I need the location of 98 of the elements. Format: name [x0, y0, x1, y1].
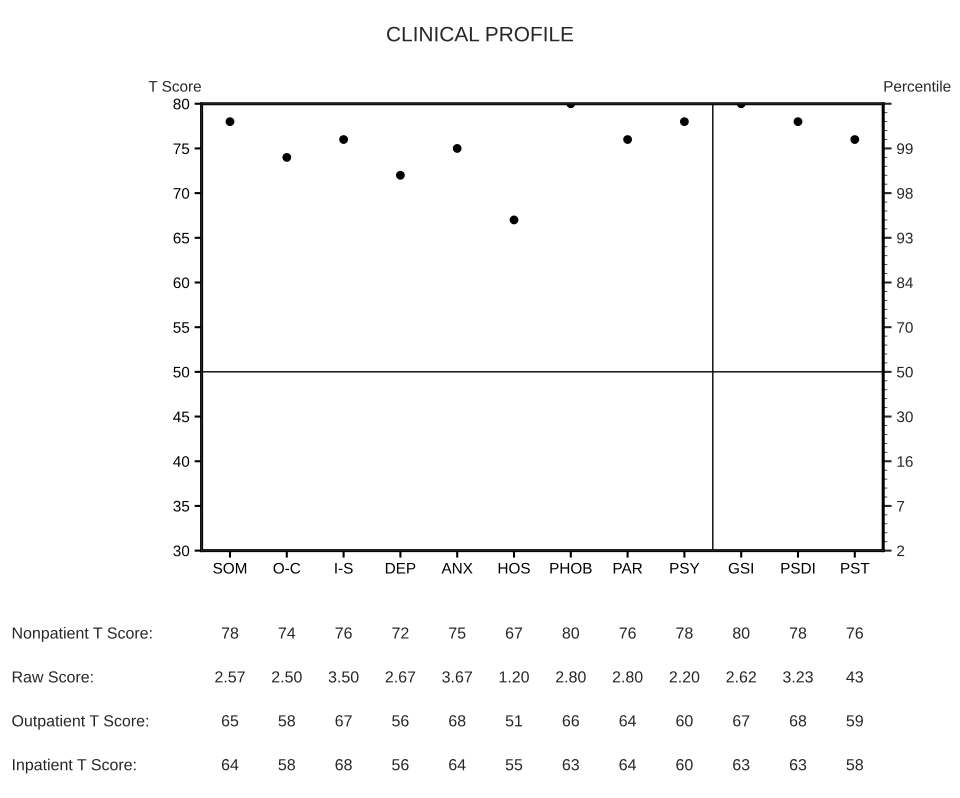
text: 64: [620, 759, 636, 770]
text: 2.67: [386, 671, 416, 683]
text: 63: [733, 759, 750, 770]
text: 2.50: [272, 671, 302, 683]
x-tick-label: GSI: [728, 562, 753, 574]
text: 63: [562, 759, 579, 770]
text: 60: [676, 759, 693, 770]
x-tick-label: PSDI: [781, 562, 814, 574]
data-label: 78: [676, 627, 693, 639]
text: 7: [897, 500, 904, 512]
text: 43: [846, 671, 863, 683]
data-label: 76: [846, 627, 863, 639]
text: 67: [336, 715, 352, 726]
y-tick-label: 65: [174, 232, 190, 244]
text: 58: [278, 759, 295, 770]
text: 1.20: [500, 671, 529, 683]
text: 56: [392, 715, 409, 726]
x-tick-label: PAR: [614, 562, 642, 574]
text: 68: [336, 759, 352, 770]
text: 98: [897, 188, 913, 199]
text: 2.62: [726, 671, 756, 683]
data-label: 67: [506, 627, 522, 639]
data-label: 80: [733, 627, 750, 639]
text: Inpatient T Score:: [12, 758, 136, 774]
y-tick-label: 75: [174, 143, 190, 154]
y-tick-label: 40: [173, 456, 190, 467]
text: 3.67: [442, 671, 472, 683]
x-tick-label: O-C: [274, 562, 300, 574]
point: [282, 152, 292, 162]
x-tick-label: I-S: [335, 562, 353, 574]
chart-title: CLINICAL PROFILE: [387, 26, 574, 42]
text: 16: [898, 456, 913, 467]
point: [510, 216, 518, 224]
data-label: 80: [562, 627, 580, 639]
x-tick-label: DEP: [386, 562, 416, 574]
text: 68: [790, 715, 806, 726]
point: [794, 117, 802, 126]
y-tick-label: 55: [173, 322, 190, 333]
y-axis-title: T Score: [148, 80, 201, 92]
x-tick-label: HOS: [498, 562, 530, 574]
text: 58: [846, 759, 863, 770]
text: 50: [897, 366, 913, 378]
point: [339, 135, 348, 144]
y-tick-label: 45: [173, 412, 190, 422]
y-tick-label: 30: [173, 545, 190, 556]
data-label: 72: [392, 627, 408, 639]
text: 67: [733, 715, 750, 726]
data-label: 76: [336, 627, 352, 639]
text: 58: [278, 715, 295, 726]
text: 60: [676, 715, 693, 726]
text: 2.57: [215, 671, 245, 683]
text: 68: [449, 715, 466, 726]
text: 70: [897, 322, 913, 333]
text: 56: [392, 759, 409, 770]
x-tick-label: PST: [841, 562, 870, 574]
text: 3.23: [783, 671, 813, 683]
y-tick-label: 50: [173, 366, 190, 378]
y-tick-label: 80: [173, 98, 190, 110]
text: 64: [449, 759, 466, 770]
text: 64: [222, 759, 238, 770]
point: [396, 170, 405, 180]
text: 51: [506, 715, 522, 726]
text: 93: [897, 232, 913, 244]
data-label: 78: [222, 627, 238, 639]
text: 2: [897, 545, 904, 556]
point: [226, 117, 234, 126]
y-tick-label: 70: [174, 188, 190, 199]
data-label: 74: [278, 628, 296, 639]
data-label: 75: [449, 628, 466, 639]
text: 65: [222, 715, 238, 726]
y-tick-label: 60: [174, 277, 190, 288]
y2-axis-title: Percentile: [884, 80, 950, 92]
data-label: 78: [790, 627, 806, 639]
text: 2.80: [556, 671, 586, 683]
text: 2.20: [670, 671, 700, 683]
point: [452, 144, 462, 153]
text: 59: [846, 715, 863, 726]
text: 84: [897, 277, 913, 288]
point: [680, 117, 689, 126]
text: 2.80: [612, 671, 643, 683]
y-tick-label: 35: [173, 500, 190, 512]
text: Nonpatient T Score:: [12, 626, 152, 642]
x-tick-label: PSY: [670, 562, 700, 574]
text: 64: [620, 715, 636, 726]
x-tick-label: PHOB: [550, 562, 592, 574]
text: Outpatient T Score:: [12, 714, 148, 730]
point: [850, 135, 860, 144]
x-tick-label: ANX: [442, 562, 473, 574]
text: 55: [506, 759, 522, 770]
text: 66: [562, 715, 579, 726]
point: [623, 135, 632, 144]
text: 3.50: [328, 671, 359, 683]
text: 63: [790, 759, 806, 770]
text: 99: [897, 143, 913, 154]
text: 30: [896, 411, 913, 422]
x-tick-label: SOM: [213, 562, 246, 574]
text: Raw Score:: [12, 671, 93, 683]
data-label: 76: [620, 627, 636, 639]
